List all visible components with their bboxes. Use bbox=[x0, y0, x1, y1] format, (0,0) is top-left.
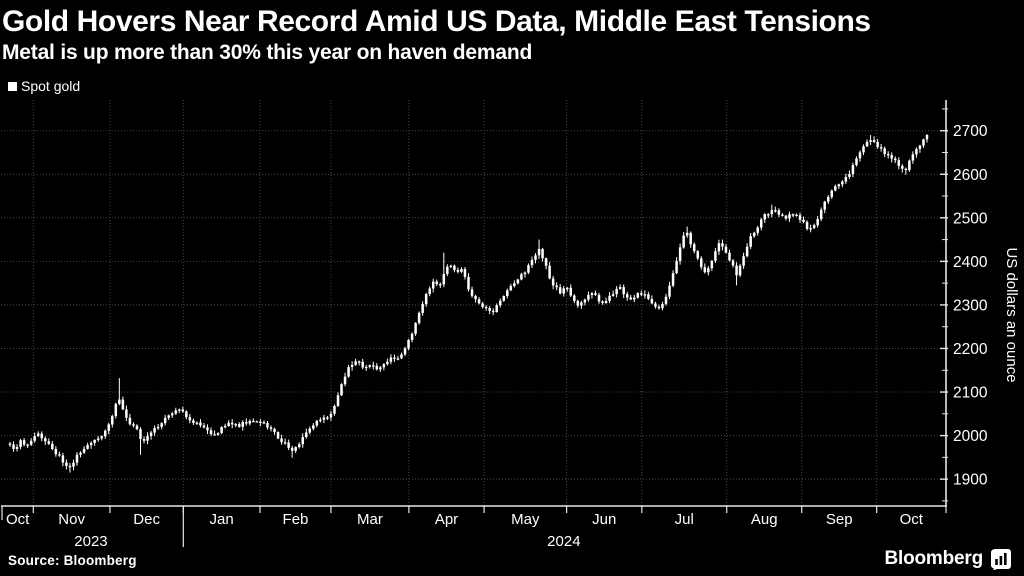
y-tick-label: 2100 bbox=[953, 385, 988, 402]
x-month-label: Oct bbox=[6, 511, 30, 528]
y-tick-label: 2300 bbox=[953, 297, 988, 314]
bloomberg-wordmark: Bloomberg bbox=[884, 548, 984, 569]
x-month-label: Oct bbox=[900, 511, 924, 528]
page-title: Gold Hovers Near Record Amid US Data, Mi… bbox=[2, 5, 871, 38]
x-month-label: Sep bbox=[826, 511, 853, 528]
x-month-label: Nov bbox=[58, 511, 85, 528]
legend-swatch-spot-gold bbox=[8, 81, 17, 91]
y-axis-title: US dollars an ounce bbox=[1003, 247, 1020, 382]
x-month-label: Jul bbox=[675, 511, 694, 528]
x-month-label: Jun bbox=[592, 511, 616, 528]
brand-footer: Bloomberg bbox=[885, 548, 1012, 570]
x-month-label: Feb bbox=[283, 511, 309, 528]
y-tick-label: 2400 bbox=[953, 254, 988, 271]
x-month-label: May bbox=[511, 511, 540, 528]
gridlines bbox=[1, 100, 946, 506]
y-tick-label: 2000 bbox=[953, 428, 988, 445]
chart-legend: Spot gold bbox=[8, 78, 80, 94]
x-year-label: 2023 bbox=[74, 533, 107, 550]
page-subtitle: Metal is up more than 30% this year on h… bbox=[2, 41, 533, 64]
bloomberg-terminal-icon bbox=[991, 549, 1011, 570]
y-tick-label: 2600 bbox=[953, 167, 988, 184]
x-month-label: Mar bbox=[357, 511, 383, 528]
x-month-label: Aug bbox=[751, 511, 778, 528]
axes bbox=[1, 100, 948, 547]
x-month-label: Dec bbox=[133, 511, 160, 528]
x-month-label: Apr bbox=[435, 511, 458, 528]
x-year-label: 2024 bbox=[547, 533, 580, 550]
y-tick-label: 1900 bbox=[953, 472, 988, 489]
x-month-label: Jan bbox=[210, 511, 234, 528]
y-tick-label: 2200 bbox=[953, 341, 988, 358]
spot-gold-series bbox=[8, 134, 929, 473]
y-tick-label: 2500 bbox=[953, 210, 988, 227]
legend-label: Spot gold bbox=[21, 78, 81, 94]
axis-labels: 1900 2000 2100 2200 2300 2400 2500 2600 2700 Oct N… bbox=[6, 123, 1020, 550]
y-tick-label: 2700 bbox=[953, 123, 988, 140]
source-credit: Source: Bloomberg bbox=[8, 553, 137, 568]
